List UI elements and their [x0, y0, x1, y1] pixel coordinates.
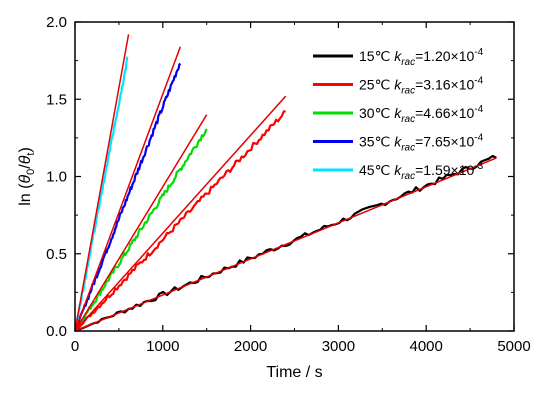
y-axis-label-prefix: ln ( [17, 183, 34, 206]
legend-k: k [394, 77, 402, 93]
y-tick-label: 2.0 [46, 14, 67, 31]
legend-entry: 45℃ krac=1.59×10-3 [359, 161, 484, 182]
legend-temperature: 30℃ [359, 105, 394, 121]
y-axis-label-sub-t: t [25, 153, 37, 156]
series-line [74, 110, 286, 332]
x-axis-label: Time / s [266, 364, 322, 381]
fit-line [74, 46, 182, 332]
legend-k: k [394, 134, 402, 150]
legend-exponent: -3 [474, 161, 483, 172]
y-axis-label-theta-t: θ [17, 155, 34, 164]
legend-exponent: -4 [474, 76, 483, 87]
legend-k: k [394, 48, 402, 64]
x-tick-label: 5000 [497, 338, 530, 355]
y-tick-label: 0.5 [46, 246, 67, 263]
legend-k-subscript: rac [401, 114, 415, 125]
series-layer [73, 56, 497, 333]
y-tick-label: 0.0 [46, 323, 67, 340]
y-tick-label: 1.5 [46, 91, 67, 108]
legend-k-subscript: rac [401, 171, 415, 182]
legend-value: =7.65×10 [415, 134, 474, 150]
legend-temperature: 25℃ [359, 77, 394, 93]
legend-value: =1.20×10 [415, 48, 474, 64]
legend-k-subscript: rac [401, 86, 415, 97]
legend-entry: 35℃ krac=7.65×10-4 [359, 133, 484, 154]
y-axis-label-theta-0: θ [17, 175, 34, 184]
legend-value: =4.66×10 [415, 105, 474, 121]
legend-exponent: -4 [474, 47, 483, 58]
x-tick-label: 4000 [410, 338, 443, 355]
legend-exponent: -4 [474, 104, 483, 115]
x-tick-label: 1000 [146, 338, 179, 355]
legend-k: k [394, 105, 402, 121]
legend-k: k [394, 162, 402, 178]
fit-line [74, 157, 497, 332]
fit-lines-layer [74, 34, 497, 332]
legend-k-subscript: rac [401, 57, 415, 68]
y-tick-labels: 0.0 0.5 1.0 1.5 2.0 [46, 14, 67, 340]
plot-frame [74, 21, 515, 332]
y-axis-label-suffix: ) [17, 147, 34, 152]
legend-entry: 25℃ krac=3.16×10-4 [359, 76, 484, 97]
series-line [73, 62, 182, 332]
fit-line [74, 95, 287, 332]
legend-temperature: 35℃ [359, 134, 394, 150]
x-tick-label: 2000 [234, 338, 267, 355]
y-axis-label: ln (θ0/θt) [17, 147, 37, 206]
legend-temperature: 15℃ [359, 48, 394, 64]
legend-exponent: -4 [474, 133, 483, 144]
y-tick-label: 1.0 [46, 169, 67, 186]
legend-k-subscript: rac [401, 143, 415, 154]
x-tick-label: 3000 [322, 338, 355, 355]
x-tick-label: 0 [71, 338, 79, 355]
x-tick-labels: 0 1000 2000 3000 4000 5000 [71, 338, 531, 355]
legend-entry: 15℃ krac=1.20×10-4 [359, 47, 484, 68]
legend-temperature: 45℃ [359, 162, 394, 178]
legend-entry: 30℃ krac=4.66×10-4 [359, 104, 484, 125]
fit-line [74, 34, 130, 332]
fit-line [74, 114, 208, 332]
legend-value: =3.16×10 [415, 77, 474, 93]
legend-value: =1.59×10 [415, 162, 474, 178]
y-axis-label-slash: / [17, 164, 34, 169]
y-axis-label-sub-0: 0 [25, 169, 37, 175]
series-line [74, 128, 208, 332]
legend: 15℃ krac=1.20×10-425℃ krac=3.16×10-430℃ … [313, 47, 484, 182]
series-line [73, 56, 129, 332]
